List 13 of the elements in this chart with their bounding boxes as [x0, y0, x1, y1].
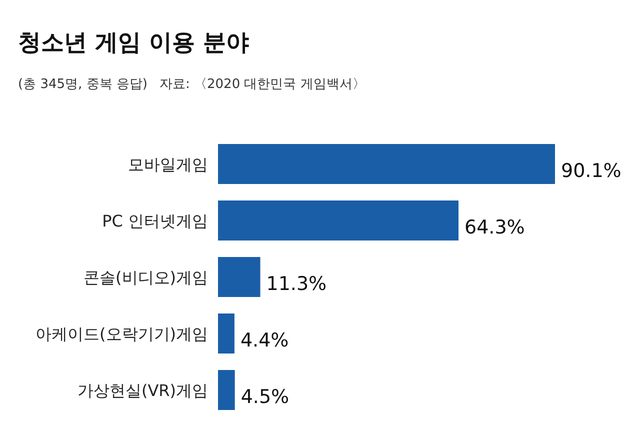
subtitle: (총 345명, 중복 응답): [18, 77, 148, 92]
data-label: 4.5%: [240, 386, 290, 408]
data-label: 90.1%: [561, 160, 622, 182]
category: 콘솔(비디오)게임: [84, 268, 208, 287]
data-label: 11.3%: [266, 273, 327, 295]
category: 모바일게임: [128, 155, 208, 174]
category: PC 인터넷게임: [102, 212, 208, 230]
data-label: 4.4%: [240, 330, 289, 352]
annotation: 자료: 〈2020 대한민국 게임백서〉: [160, 77, 366, 92]
category: 가상현실(VR)게임: [77, 381, 208, 400]
title: 청소년 게임 이용 분야: [18, 30, 250, 56]
data-label: 64.3%: [464, 216, 525, 238]
category: 아케이드(오락기기)게임: [36, 324, 208, 344]
